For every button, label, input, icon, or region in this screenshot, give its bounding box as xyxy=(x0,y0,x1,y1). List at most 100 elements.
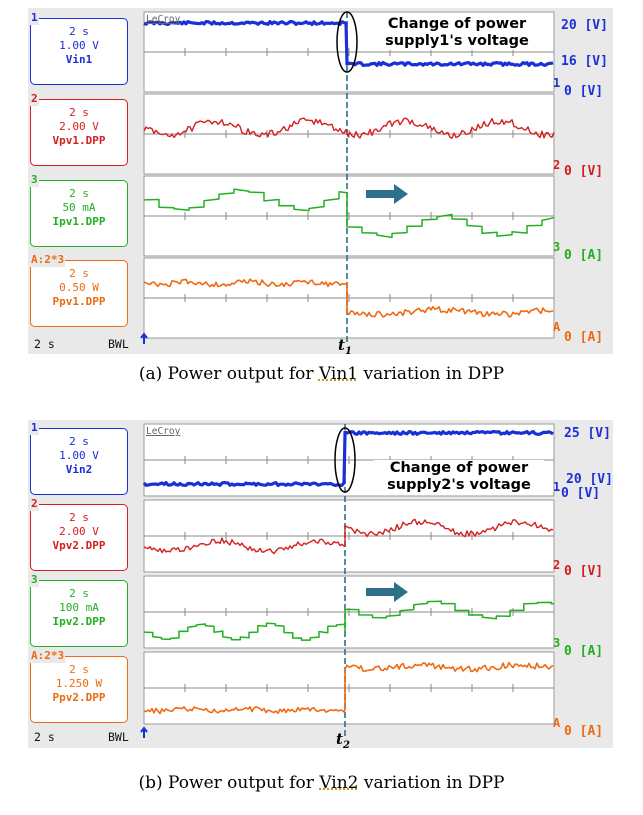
timebase-text: 2 s xyxy=(69,435,89,448)
marker-1: 1 xyxy=(553,76,561,90)
footer-timebase: 2 s xyxy=(34,337,55,351)
brand-logo: LeCroy xyxy=(146,14,181,25)
marker-2: 2 xyxy=(553,558,561,572)
channel-index: 3 xyxy=(30,173,39,187)
channel-index: A:2*3 xyxy=(30,253,66,267)
channel-index: A:2*3 xyxy=(30,649,66,663)
right-label-ipv2-zero: 0 [A] xyxy=(564,644,604,659)
channel-name: Vin1 xyxy=(65,53,93,66)
channel-name: Ipv1.DPP xyxy=(52,215,106,228)
right-label-vin1-zero: 0 [V] xyxy=(564,84,604,99)
channel-label-vin1[interactable]: 1 2 s 1.00 V Vin1 xyxy=(30,11,128,85)
direction-arrow xyxy=(366,184,408,204)
trace-vpv2 xyxy=(143,518,554,555)
trace-vin1 xyxy=(143,20,554,67)
marker-a: A xyxy=(553,716,561,730)
scale-text: 1.250 W xyxy=(55,677,103,690)
right-label-vin1-high: 20 [V] xyxy=(561,18,608,33)
channel-name: Vpv2.DPP xyxy=(52,539,106,552)
right-label-vin2-zero: 0 [V] xyxy=(561,486,601,501)
trigger-marker xyxy=(140,332,148,344)
channel-index: 2 xyxy=(30,92,39,106)
scale-text: 50 mA xyxy=(62,201,96,214)
right-label-ppv1-zero: 0 [A] xyxy=(564,330,604,345)
channel-name: Vpv1.DPP xyxy=(52,134,106,147)
time-marker-sub: 2 xyxy=(342,740,350,751)
trace-ppv2 xyxy=(143,661,554,715)
caption-a: (a) Power output for Vin1 variation in D… xyxy=(0,364,643,384)
scale-text: 0.50 W xyxy=(59,281,99,294)
scale-text: 1.00 V xyxy=(59,449,99,462)
trigger-marker xyxy=(140,726,148,738)
channel-name: Ppv2.DPP xyxy=(52,691,106,704)
marker-3: 3 xyxy=(553,240,561,254)
right-label-ipv1-zero: 0 [A] xyxy=(564,248,604,263)
channel-name: Ppv1.DPP xyxy=(52,295,106,308)
channel-label-ipv1[interactable]: 3 2 s 50 mA Ipv1.DPP xyxy=(30,173,128,247)
marker-3: 3 xyxy=(553,636,561,650)
footer-bwl: BWL xyxy=(108,337,129,351)
channel-label-ppv1[interactable]: A:2*3 2 s 0.50 W Ppv1.DPP xyxy=(30,253,128,327)
annotation-line: supply1's voltage xyxy=(385,33,529,49)
caption-prefix: (a) Power output for xyxy=(138,364,319,384)
right-label-vin2-high: 25 [V] xyxy=(564,426,611,441)
channel-label-ipv2[interactable]: 3 2 s 100 mA Ipv2.DPP xyxy=(30,573,128,647)
right-label-vpv1-zero: 0 [V] xyxy=(564,164,604,179)
scale-text: 100 mA xyxy=(59,601,99,614)
scope-plot-b xyxy=(140,423,555,738)
caption-suffix: variation in DPP xyxy=(358,364,505,384)
caption-term: Vin1 xyxy=(318,364,359,384)
scope-panel-a: 1 2 s 1.00 V Vin1 2 2 s 2.00 V Vpv1.DPP … xyxy=(28,8,613,357)
annotation-change-supply2: Change of power supply2's voltage xyxy=(374,460,544,494)
caption-suffix: variation in DPP xyxy=(358,773,505,793)
right-label-vin1-low: 16 [V] xyxy=(561,54,608,69)
scale-text: 2.00 V xyxy=(59,120,99,133)
caption-term: Vin2 xyxy=(319,773,359,793)
trace-ppv1 xyxy=(143,278,554,318)
annotation-line: Change of power xyxy=(389,460,529,476)
timebase-text: 2 s xyxy=(69,587,89,600)
footer-bwl: BWL xyxy=(108,730,129,744)
event-ellipse xyxy=(336,11,358,73)
time-marker-sub: 1 xyxy=(344,346,352,357)
scope-panel-b: 1 2 s 1.00 V Vin2 2 2 s 2.00 V Vpv2.DPP … xyxy=(28,420,613,751)
event-ellipse xyxy=(334,427,356,493)
timebase-text: 2 s xyxy=(69,663,89,676)
trace-vin2 xyxy=(142,429,554,488)
trace-vpv1 xyxy=(143,117,555,139)
channel-label-vpv1[interactable]: 2 2 s 2.00 V Vpv1.DPP xyxy=(30,92,128,166)
annotation-line: supply2's voltage xyxy=(387,477,531,493)
annotation-line: Change of power xyxy=(387,16,527,32)
right-label-vin2-low: 20 [V] xyxy=(566,472,613,487)
time-marker-t2: t2 xyxy=(336,730,350,751)
footer-timebase: 2 s xyxy=(34,730,55,744)
brand-logo: LeCroy xyxy=(146,426,181,437)
timebase-text: 2 s xyxy=(69,25,89,38)
timebase-text: 2 s xyxy=(69,511,89,524)
channel-label-vpv2[interactable]: 2 2 s 2.00 V Vpv2.DPP xyxy=(30,497,128,571)
trace-ipv2 xyxy=(143,600,555,641)
direction-arrow xyxy=(366,582,408,602)
channel-index: 3 xyxy=(30,573,39,587)
right-label-vpv2-zero: 0 [V] xyxy=(564,564,604,579)
timebase-text: 2 s xyxy=(69,106,89,119)
channel-label-vin2[interactable]: 1 2 s 1.00 V Vin2 xyxy=(30,421,128,495)
time-marker-letter: t xyxy=(338,336,345,354)
time-marker-t1: t1 xyxy=(338,336,352,357)
scale-text: 2.00 V xyxy=(59,525,99,538)
time-marker-letter: t xyxy=(336,730,343,748)
channel-index: 1 xyxy=(30,11,39,25)
timebase-text: 2 s xyxy=(69,187,89,200)
channel-index: 1 xyxy=(30,421,39,435)
scale-text: 1.00 V xyxy=(59,39,99,52)
marker-a: A xyxy=(553,320,561,334)
caption-b: (b) Power output for Vin2 variation in D… xyxy=(0,773,643,793)
channel-name: Vin2 xyxy=(65,463,93,476)
channel-name: Ipv2.DPP xyxy=(52,615,106,628)
timebase-text: 2 s xyxy=(69,267,89,280)
channel-index: 2 xyxy=(30,497,39,511)
trace-ipv1 xyxy=(143,188,555,239)
channel-label-ppv2[interactable]: A:2*3 2 s 1.250 W Ppv2.DPP xyxy=(30,649,128,723)
caption-prefix: (b) Power output for xyxy=(138,773,320,793)
marker-2: 2 xyxy=(553,158,561,172)
